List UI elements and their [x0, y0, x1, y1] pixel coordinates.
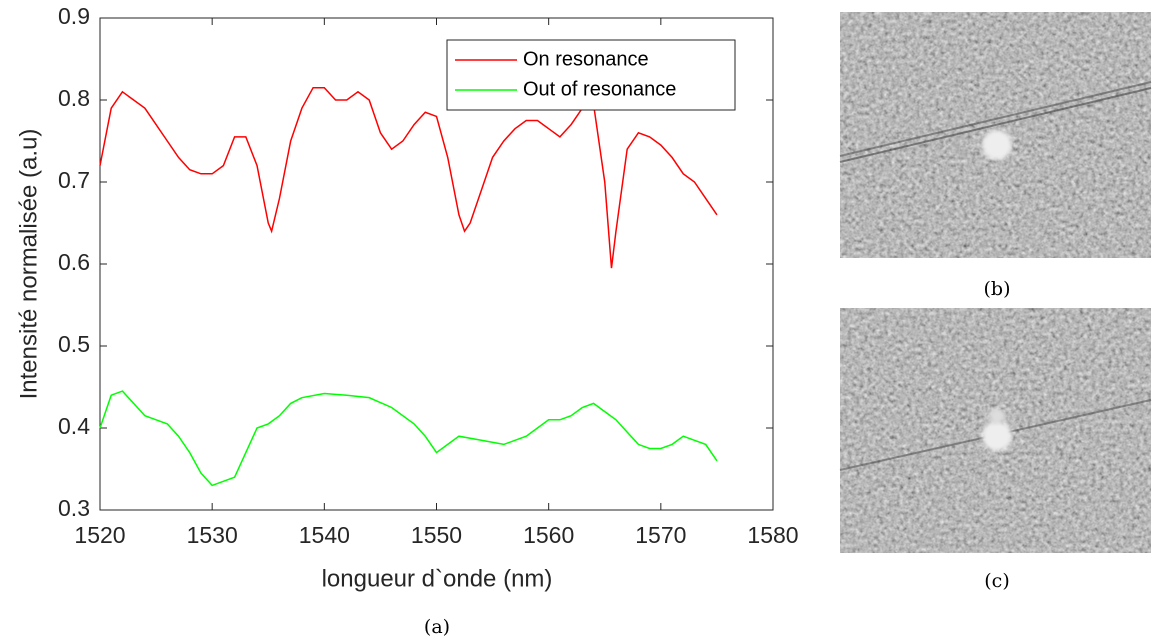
image-b — [839, 12, 1152, 258]
x-axis-label: longueur d`onde (nm) — [322, 565, 553, 592]
caption-b: (b) — [984, 278, 1011, 300]
x-tick-label: 1520 — [74, 522, 125, 548]
image-c — [839, 308, 1152, 553]
legend-box — [446, 39, 736, 111]
y-tick-label: 0.9 — [58, 3, 90, 29]
x-tick-label: 1530 — [187, 522, 238, 548]
y-axis-label: Intensité normalisée (a.u) — [15, 129, 42, 400]
caption-c: (c) — [984, 570, 1009, 592]
y-tick-label: 0.3 — [58, 495, 90, 521]
x-tick-label: 1540 — [299, 522, 350, 548]
y-tick-label: 0.5 — [58, 331, 90, 357]
caption-a: (a) — [424, 616, 450, 638]
line-series — [99, 86, 718, 269]
y-tick-label: 0.7 — [58, 167, 90, 193]
x-tick-label: 1580 — [747, 522, 798, 548]
legend-label: On resonance — [523, 48, 649, 70]
line-series — [99, 390, 718, 487]
x-tick-label: 1560 — [523, 522, 574, 548]
y-tick-label: 0.6 — [58, 249, 90, 275]
legend-label: Out of resonance — [523, 78, 676, 100]
x-tick-label: 1570 — [635, 522, 686, 548]
x-tick-label: 1550 — [411, 522, 462, 548]
y-tick-label: 0.4 — [58, 413, 90, 439]
y-tick-label: 0.8 — [58, 85, 90, 111]
